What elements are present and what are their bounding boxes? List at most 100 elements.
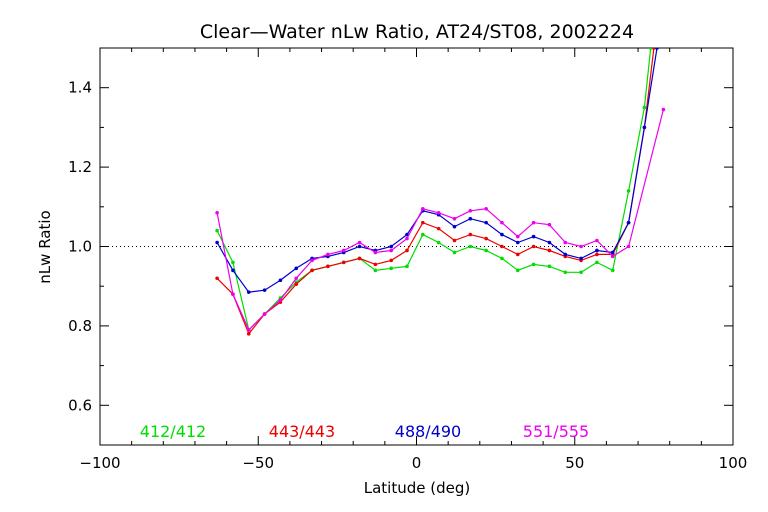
data-point: [515, 252, 520, 257]
y-tick-label: 1.4: [68, 79, 92, 97]
x-tick-label: 100: [719, 454, 748, 472]
data-point: [357, 240, 362, 245]
data-point: [231, 260, 235, 265]
data-point: [357, 244, 362, 249]
data-point: [642, 105, 647, 110]
data-point: [405, 248, 409, 253]
data-point: [452, 238, 457, 243]
series-layer: [215, 48, 666, 336]
y-tick-label: 0.6: [68, 396, 92, 414]
data-point: [389, 248, 393, 253]
series-443-443: [215, 48, 656, 336]
chart-title: Clear—Water nLw Ratio, AT24/ST08, 200222…: [200, 21, 634, 43]
data-point: [655, 48, 659, 50]
data-point: [310, 268, 314, 273]
data-point: [500, 220, 504, 225]
data-point: [421, 206, 425, 211]
axis-ticks: −100 −50 0 50 100 0.6 0.8 1.0 1.2 1.4: [68, 47, 748, 472]
data-point: [531, 262, 536, 267]
data-point: [262, 312, 267, 316]
data-point: [405, 232, 409, 237]
data-point: [595, 260, 599, 265]
data-point: [215, 210, 219, 215]
data-point: [436, 226, 441, 231]
data-point: [500, 232, 504, 237]
data-point: [595, 252, 599, 257]
data-point: [294, 266, 299, 271]
data-point: [389, 244, 393, 249]
data-point: [515, 240, 520, 245]
legend-label: 551/555: [523, 422, 589, 441]
data-point: [610, 250, 615, 255]
data-point: [579, 244, 583, 249]
data-point: [436, 210, 441, 215]
data-point: [626, 244, 631, 249]
data-point: [215, 276, 219, 281]
data-point: [468, 244, 473, 249]
data-point: [421, 220, 425, 225]
data-point: [531, 244, 536, 249]
data-point: [246, 328, 251, 332]
data-point: [373, 262, 378, 267]
data-point: [373, 250, 378, 255]
data-point: [468, 208, 473, 213]
data-point: [294, 282, 299, 287]
data-point: [642, 125, 647, 130]
legend-label: 443/443: [269, 422, 335, 441]
data-point: [484, 236, 488, 241]
data-point: [246, 290, 251, 294]
y-axis-label: nLw Ratio: [36, 210, 54, 283]
data-point: [246, 332, 251, 336]
legend-label: 488/490: [395, 422, 461, 441]
x-tick-label: 50: [565, 454, 584, 472]
data-point: [595, 248, 599, 253]
legend: 412/412 443/443 488/490 551/555: [140, 422, 589, 441]
data-point: [278, 278, 283, 283]
data-point: [389, 266, 393, 271]
data-point: [373, 268, 378, 273]
data-point: [626, 220, 631, 225]
data-point: [357, 256, 362, 261]
data-point: [547, 264, 552, 269]
data-point: [515, 234, 520, 239]
data-point: [278, 298, 283, 302]
data-point: [405, 236, 409, 241]
data-point: [231, 268, 235, 273]
series-line: [216, 109, 664, 331]
data-point: [262, 288, 267, 292]
data-point: [452, 250, 457, 255]
data-point: [531, 220, 536, 225]
data-point: [595, 238, 599, 243]
series-488-490: [215, 48, 659, 294]
data-point: [215, 240, 219, 245]
data-point: [626, 189, 631, 193]
series-412-412: [215, 48, 653, 332]
data-point: [652, 48, 656, 50]
series-line: [216, 48, 652, 332]
data-point: [547, 240, 552, 245]
data-point: [452, 216, 457, 221]
data-point: [294, 276, 299, 281]
data-point: [341, 248, 346, 253]
data-point: [500, 256, 504, 261]
y-tick-label: 1.0: [68, 238, 92, 256]
data-point: [563, 252, 568, 257]
data-point: [610, 254, 615, 259]
data-point: [452, 224, 457, 229]
data-point: [215, 228, 219, 233]
data-point: [341, 260, 346, 265]
data-point: [468, 216, 473, 221]
data-point: [563, 270, 568, 275]
series-line: [216, 48, 655, 335]
data-point: [405, 264, 409, 269]
data-point: [531, 234, 536, 239]
data-point: [468, 232, 473, 237]
data-point: [661, 107, 666, 112]
data-point: [547, 222, 552, 227]
legend-label: 412/412: [140, 422, 206, 441]
data-point: [648, 48, 653, 50]
x-axis-label: Latitude (deg): [364, 479, 470, 497]
data-point: [326, 252, 330, 257]
data-point: [231, 292, 235, 296]
